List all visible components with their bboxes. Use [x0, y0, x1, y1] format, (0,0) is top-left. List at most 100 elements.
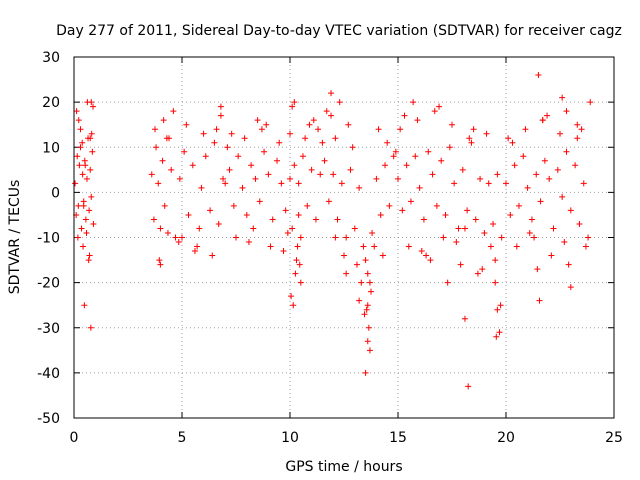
data-point — [166, 135, 173, 142]
data-point — [410, 99, 417, 106]
data-point — [274, 157, 281, 164]
data-point — [256, 198, 263, 205]
data-point — [276, 139, 283, 146]
data-point — [368, 288, 374, 295]
data-point — [466, 135, 473, 142]
data-point — [85, 257, 92, 264]
data-point — [258, 126, 265, 133]
data-point — [87, 135, 94, 142]
data-point — [299, 153, 306, 160]
data-point — [526, 229, 533, 236]
data-point — [239, 184, 246, 191]
data-point — [474, 270, 481, 277]
data-point — [289, 225, 296, 232]
data-point — [74, 234, 81, 241]
y-tick-label: 0 — [51, 185, 60, 201]
data-point — [353, 261, 360, 268]
data-point — [369, 229, 376, 236]
data-point — [213, 126, 220, 133]
data-point — [403, 162, 410, 169]
data-point — [554, 166, 561, 173]
data-point — [559, 94, 566, 101]
data-point — [304, 202, 311, 209]
data-point — [392, 148, 399, 155]
data-point — [75, 202, 82, 209]
data-point — [209, 252, 216, 259]
data-point — [220, 175, 227, 182]
data-point — [481, 229, 488, 236]
data-point — [222, 180, 229, 187]
data-point — [88, 193, 95, 200]
data-point — [73, 108, 80, 115]
data-point — [86, 252, 93, 259]
data-point — [449, 121, 455, 128]
data-point — [80, 243, 87, 250]
data-point — [544, 112, 551, 119]
data-point — [152, 126, 158, 133]
data-point — [287, 130, 293, 137]
data-point — [317, 171, 324, 178]
data-point — [585, 234, 592, 241]
data-point — [332, 234, 339, 241]
data-point — [86, 207, 93, 214]
data-point — [423, 252, 430, 259]
data-point — [200, 130, 207, 137]
data-point — [211, 139, 218, 146]
data-point — [361, 311, 368, 318]
data-point — [87, 166, 94, 173]
data-point — [351, 225, 358, 232]
data-point — [297, 279, 304, 286]
data-point — [250, 225, 257, 232]
data-point — [362, 369, 369, 376]
data-point — [194, 243, 201, 250]
data-point — [153, 144, 160, 151]
data-point — [401, 112, 408, 119]
x-tick-label: 5 — [178, 430, 187, 446]
data-point — [312, 216, 319, 223]
data-point — [161, 202, 168, 209]
data-point — [563, 148, 570, 155]
data-point — [78, 225, 85, 232]
data-point — [574, 121, 581, 128]
data-point — [295, 180, 302, 187]
data-point — [541, 157, 548, 164]
data-point — [334, 216, 341, 223]
data-point — [287, 175, 293, 182]
data-point — [82, 216, 89, 223]
data-point — [425, 148, 432, 155]
data-point — [494, 171, 501, 178]
data-point — [580, 180, 587, 187]
data-point — [546, 175, 553, 182]
data-point — [160, 117, 167, 124]
data-point — [563, 108, 570, 115]
data-point — [295, 211, 302, 218]
data-point — [405, 243, 412, 250]
data-point — [150, 216, 157, 223]
data-point — [79, 139, 86, 146]
y-tick-label: -10 — [37, 231, 60, 247]
data-point — [364, 270, 371, 277]
data-point — [325, 198, 332, 205]
data-point — [148, 171, 155, 178]
data-point — [429, 171, 436, 178]
y-axis-title: SDTVAR / TECUs — [7, 180, 23, 295]
data-point — [382, 162, 389, 169]
data-point — [464, 207, 471, 214]
data-point — [446, 144, 453, 151]
data-point — [565, 261, 572, 268]
data-point — [418, 248, 425, 255]
data-point — [528, 216, 535, 223]
data-point — [265, 171, 272, 178]
data-point — [414, 117, 421, 124]
data-point — [189, 162, 196, 169]
data-point — [356, 184, 363, 191]
data-point — [87, 324, 94, 331]
data-point — [248, 162, 255, 169]
data-point — [243, 211, 250, 218]
data-point — [533, 171, 540, 178]
data-point — [343, 234, 350, 241]
data-point — [306, 121, 313, 128]
data-point — [217, 112, 224, 119]
data-point — [191, 248, 198, 255]
data-point — [170, 108, 177, 115]
